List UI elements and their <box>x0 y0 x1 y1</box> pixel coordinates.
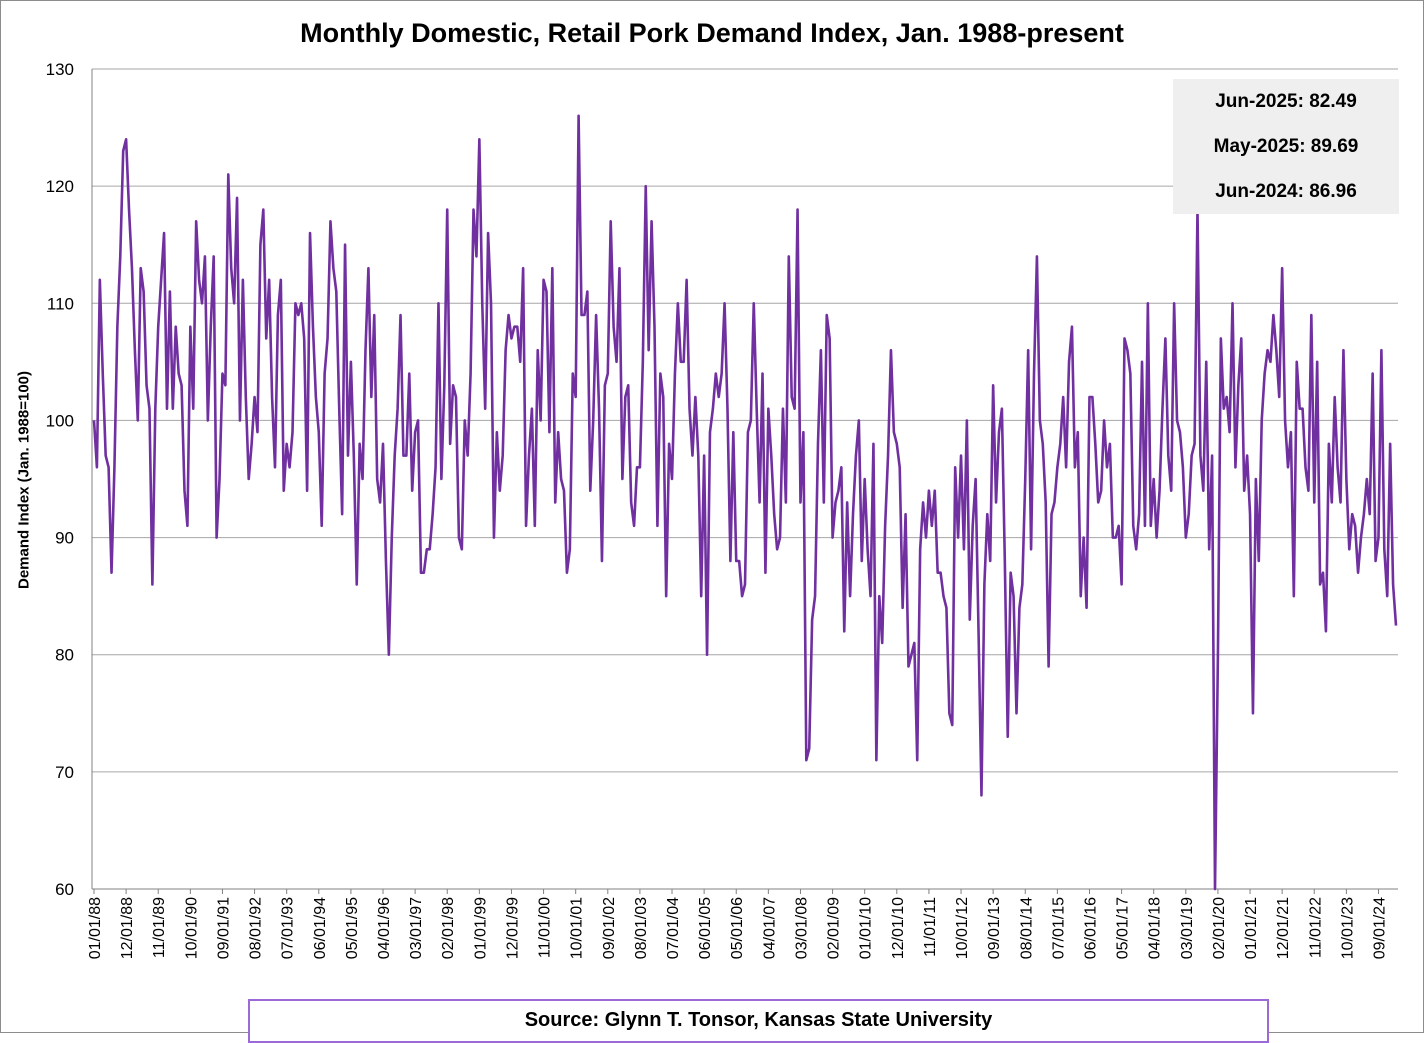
x-tick-label: 05/01/06 <box>729 897 746 959</box>
x-tick-label: 03/01/08 <box>793 897 810 959</box>
y-tick-label: 130 <box>46 60 74 79</box>
x-tick-label: 04/01/96 <box>376 897 393 959</box>
x-tick-label: 11/01/22 <box>1307 897 1324 958</box>
y-tick-labels: 60 70 80 90 100 110 120 130 <box>46 60 74 899</box>
x-tick-label: 02/01/98 <box>440 897 457 959</box>
y-tick-label: 80 <box>55 646 74 665</box>
x-tick-label: 07/01/04 <box>665 897 682 959</box>
y-tick-label: 110 <box>47 294 74 313</box>
x-tick-label: 08/01/14 <box>1018 897 1035 959</box>
x-tick-label: 07/01/93 <box>280 897 297 959</box>
source-text: Source: Glynn T. Tonsor, Kansas State Un… <box>250 1009 1267 1032</box>
y-tick-label: 70 <box>55 763 74 782</box>
y-tick-label: 90 <box>55 529 74 548</box>
x-tick-label: 05/01/17 <box>1115 897 1132 959</box>
x-tick-label: 03/01/97 <box>408 897 425 959</box>
series-line-demand-index <box>94 116 1396 889</box>
x-tick-label: 11/01/89 <box>151 897 168 958</box>
stat-previous-year: Jun-2024: 86.96 <box>1173 181 1399 203</box>
stat-previous-month: May-2025: 89.69 <box>1173 136 1399 158</box>
x-tick-label: 05/01/95 <box>344 897 361 959</box>
x-tick-label: 02/01/20 <box>1211 897 1228 959</box>
x-tick-label: 03/01/19 <box>1179 897 1196 959</box>
x-tick-label: 10/01/12 <box>954 897 971 959</box>
x-tick-label: 08/01/03 <box>633 897 650 959</box>
x-tick-label: 04/01/18 <box>1147 897 1164 959</box>
x-tick-label: 12/01/21 <box>1275 897 1292 959</box>
x-tick-label: 10/01/90 <box>183 897 200 959</box>
x-tick-label: 06/01/16 <box>1082 897 1099 959</box>
x-tick-label: 01/01/10 <box>858 897 875 959</box>
x-tick-label: 11/01/00 <box>537 897 554 958</box>
stats-box: Jun-2025: 82.49 May-2025: 89.69 Jun-2024… <box>1173 79 1399 214</box>
x-tick-labels: 01/01/88 12/01/88 11/01/89 10/01/90 09/01/91… <box>87 897 1388 959</box>
x-tick-label: 06/01/05 <box>697 897 714 959</box>
x-tick-label: 01/01/21 <box>1243 897 1260 959</box>
x-tick-label: 11/01/11 <box>922 897 939 957</box>
x-tick-label: 12/01/10 <box>890 897 907 959</box>
series-layer <box>94 116 1396 889</box>
y-tick-label: 60 <box>55 880 74 899</box>
x-tick-label: 09/01/24 <box>1371 897 1388 959</box>
x-tick-label: 06/01/94 <box>312 897 329 959</box>
x-tick-label: 10/01/23 <box>1339 897 1356 959</box>
x-tick-label: 02/01/09 <box>826 897 843 959</box>
x-tick-label: 04/01/07 <box>761 897 778 959</box>
x-tick-label: 10/01/01 <box>569 897 586 959</box>
x-tick-label: 09/01/02 <box>601 897 618 959</box>
x-tick-label: 01/01/99 <box>472 897 489 959</box>
x-tick-label: 09/01/91 <box>215 897 232 959</box>
stat-current: Jun-2025: 82.49 <box>1173 91 1399 113</box>
y-tick-label: 100 <box>46 411 74 430</box>
source-box: Source: Glynn T. Tonsor, Kansas State Un… <box>248 999 1269 1043</box>
y-tick-label: 120 <box>46 177 74 196</box>
x-tick-label: 07/01/15 <box>1050 897 1067 959</box>
x-tick-label: 01/01/88 <box>87 897 104 959</box>
x-tick-label: 08/01/92 <box>248 897 265 959</box>
x-tick-label: 12/01/88 <box>119 897 136 959</box>
x-tick-label: 12/01/99 <box>504 897 521 959</box>
x-tick-label: 09/01/13 <box>986 897 1003 959</box>
